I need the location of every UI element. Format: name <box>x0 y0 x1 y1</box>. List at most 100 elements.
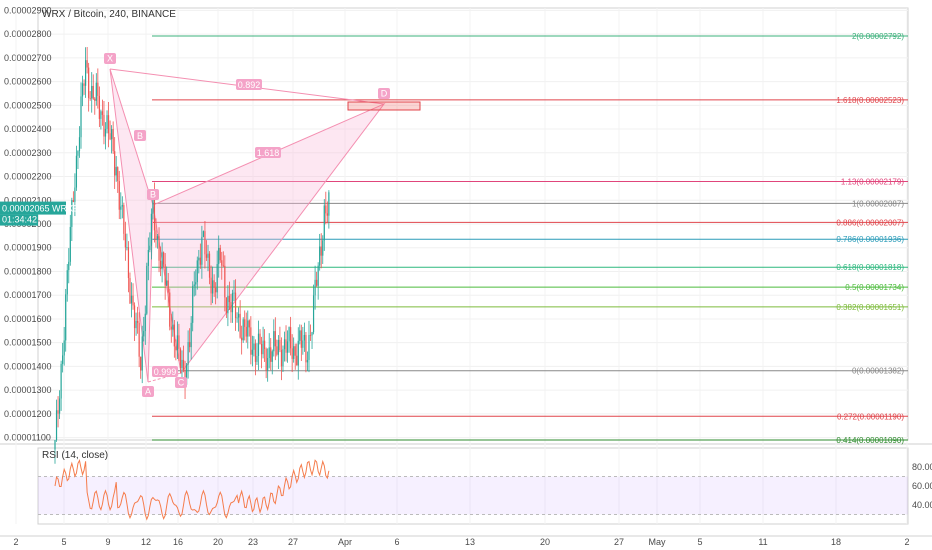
y-tick-label: 0.00002700 <box>4 53 52 63</box>
candle-body <box>265 348 267 371</box>
candle-body <box>114 151 116 176</box>
countdown-badge <box>0 214 38 226</box>
candle-body <box>213 280 215 288</box>
candle-body <box>236 317 238 319</box>
x-tick-label: Apr <box>338 537 352 547</box>
fib-label: 0.414(0.00001090) <box>836 436 904 445</box>
fib-label: 1.13(0.00002179) <box>841 178 905 187</box>
candle-body <box>270 347 272 362</box>
candle-body <box>109 133 111 140</box>
chart-title: WRX / Bitcoin, 240, BINANCE <box>42 9 176 20</box>
candle-body <box>216 264 218 293</box>
rsi-tick-label: 60.00 <box>912 481 932 491</box>
candle-body <box>65 294 67 341</box>
candle-body <box>215 287 217 293</box>
y-tick-label: 0.00001500 <box>4 338 52 348</box>
candle-body <box>118 181 120 210</box>
candle-body <box>251 349 253 355</box>
candle-body <box>319 246 321 266</box>
candle-body <box>300 330 302 348</box>
candle-body <box>149 245 151 250</box>
y-tick-label: 0.00001100 <box>4 433 51 443</box>
candle-body <box>178 335 180 349</box>
candle-body <box>293 346 295 359</box>
candle-body <box>244 319 246 327</box>
candle-body <box>166 280 168 286</box>
candle-body <box>181 359 183 368</box>
candle-body <box>218 247 220 265</box>
candle-body <box>111 129 113 140</box>
y-tick-label: 0.00002800 <box>4 29 52 39</box>
candle-body <box>97 82 99 96</box>
candle-body <box>210 277 212 294</box>
candle-body <box>242 319 244 341</box>
candle-body <box>286 341 289 353</box>
candle-body <box>156 236 159 239</box>
y-tick-label: 0.00002300 <box>4 148 52 158</box>
y-tick-label: 0.00002900 <box>4 5 52 15</box>
y-tick-label: 0.00001900 <box>4 243 52 253</box>
candle-body <box>277 339 279 355</box>
candle-body <box>328 192 330 216</box>
candle-body <box>155 230 157 239</box>
candle-body <box>173 324 175 347</box>
y-tick-label: 0.00001400 <box>4 361 52 371</box>
candle-body <box>123 205 125 234</box>
pattern-point-label: A <box>145 387 151 397</box>
x-tick-label: 12 <box>141 537 151 547</box>
candle-body <box>316 279 318 286</box>
candle-body <box>62 355 64 364</box>
candle-body <box>233 292 235 294</box>
candle-body <box>137 320 139 323</box>
candle-body <box>170 326 172 330</box>
candle-body <box>267 358 269 371</box>
candle-body <box>94 98 96 101</box>
candle-body <box>309 335 312 336</box>
candle-body <box>296 355 298 366</box>
candle-body <box>238 313 240 318</box>
pattern-ratio-badge <box>152 366 178 377</box>
candle-body <box>227 295 229 314</box>
candle-body <box>106 115 108 129</box>
candle-body <box>88 67 90 98</box>
candle-body <box>117 167 119 182</box>
candle-body <box>89 97 91 99</box>
candle-body <box>126 247 128 249</box>
pattern-xab <box>109 68 154 383</box>
x-tick-label: 13 <box>465 537 475 547</box>
candle-body <box>326 213 328 216</box>
candle-body <box>241 337 243 341</box>
candle-body <box>135 320 137 329</box>
candle-body <box>279 339 281 351</box>
y-tick-label: 0.00002400 <box>4 124 52 134</box>
pattern-point-label: D <box>381 89 388 99</box>
candle-body <box>124 233 126 248</box>
candle-body <box>306 359 309 363</box>
candle-body <box>273 331 275 352</box>
candle-body <box>317 265 319 286</box>
x-tick-label: 23 <box>248 537 258 547</box>
candle-body <box>146 265 148 314</box>
candle-body <box>55 410 58 440</box>
pattern-ratio-label: B <box>137 131 143 141</box>
candle-body <box>167 280 169 293</box>
candle-body <box>221 260 223 266</box>
fib-label: 0.272(0.00001190) <box>837 412 904 421</box>
candle-body <box>305 334 307 363</box>
candle-body <box>95 82 97 101</box>
candle-body <box>195 282 197 285</box>
candle-body <box>100 111 102 119</box>
candle-body <box>308 335 310 360</box>
candle-body <box>271 351 273 362</box>
candle-body <box>77 151 79 156</box>
candle-body <box>150 213 152 246</box>
x-tick-label: 27 <box>614 537 624 547</box>
countdown-label: 01:34:42 <box>2 215 37 225</box>
x-tick-label: 2 <box>13 537 18 547</box>
candle-body <box>153 196 156 231</box>
candle-body <box>92 85 94 99</box>
fib-label: 1.618(0.00002523) <box>836 96 904 105</box>
pattern-point-label: C <box>178 378 185 388</box>
candle-body <box>133 305 136 329</box>
